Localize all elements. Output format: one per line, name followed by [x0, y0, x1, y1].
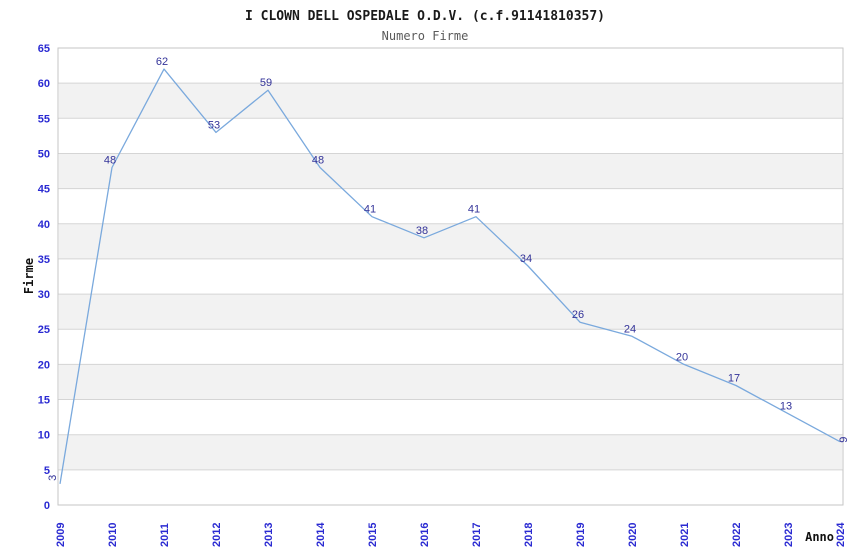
data-point-label: 9 — [838, 437, 850, 443]
data-point-label: 3 — [47, 475, 59, 481]
data-point-label: 24 — [624, 323, 636, 335]
x-tick-label: 2010 — [107, 523, 119, 547]
data-point-label: 20 — [676, 351, 688, 363]
x-tick-label: 2014 — [315, 522, 327, 547]
x-tick-label: 2011 — [159, 523, 171, 547]
data-point-label: 41 — [364, 204, 376, 216]
y-tick-label: 40 — [38, 219, 50, 231]
x-tick-label: 2021 — [679, 523, 691, 547]
series-line — [59, 68, 841, 485]
band — [59, 364, 842, 400]
x-tick-label: 2015 — [367, 523, 379, 547]
y-tick-label: 55 — [38, 113, 50, 125]
x-tick-label: 2013 — [263, 523, 275, 547]
data-point-label: 34 — [520, 253, 532, 265]
plot-area — [57, 47, 844, 506]
y-tick-label: 35 — [38, 254, 50, 266]
gridlines — [58, 82, 843, 471]
band — [59, 153, 842, 189]
y-tick-label: 45 — [38, 184, 50, 196]
chart-title: I CLOWN DELL OSPEDALE O.D.V. (c.f.911418… — [245, 9, 605, 24]
data-point-label: 48 — [104, 155, 116, 167]
y-tick-label: 50 — [38, 148, 50, 160]
y-tick-label: 0 — [44, 500, 50, 512]
y-tick-label: 15 — [38, 395, 50, 407]
band — [59, 83, 842, 119]
y-axis-tick-labels: 0 5 10 15 20 25 30 35 40 45 50 55 60 65 — [38, 43, 50, 512]
x-axis-title: Anno — [805, 530, 834, 544]
x-tick-label: 2023 — [783, 523, 795, 547]
chart-subtitle: Numero Firme — [382, 29, 469, 43]
y-tick-label: 65 — [38, 43, 50, 55]
band — [59, 294, 842, 330]
x-tick-label: 2022 — [731, 523, 743, 547]
x-tick-label: 2016 — [419, 523, 431, 547]
data-point-label: 59 — [260, 77, 272, 89]
x-tick-label: 2024 — [835, 522, 847, 547]
y-tick-label: 10 — [38, 430, 50, 442]
x-tick-label: 2020 — [627, 523, 639, 547]
data-point-label: 38 — [416, 225, 428, 237]
x-tick-label: 2019 — [575, 523, 587, 547]
y-tick-label: 25 — [38, 324, 50, 336]
y-tick-label: 30 — [38, 289, 50, 301]
data-point-label: 41 — [468, 204, 480, 216]
band — [59, 434, 842, 470]
data-point-label: 62 — [156, 56, 168, 68]
x-tick-label: 2012 — [211, 523, 223, 547]
x-tick-label: 2009 — [55, 523, 67, 547]
y-tick-label: 60 — [38, 78, 50, 90]
y-tick-label: 20 — [38, 359, 50, 371]
band — [59, 223, 842, 259]
data-point-label: 53 — [208, 119, 220, 131]
plot-bands — [59, 83, 842, 470]
data-point-labels: 3 48 62 53 59 48 41 38 41 34 26 24 20 17 13 9 — [47, 56, 850, 481]
data-point-label: 17 — [728, 372, 740, 384]
data-point-label: 13 — [780, 401, 792, 413]
x-tick-label: 2017 — [471, 523, 483, 547]
x-tick-label: 2018 — [523, 523, 535, 547]
firme-line — [59, 68, 841, 485]
y-axis-title: Firme — [22, 258, 36, 294]
y-tick-label: 5 — [44, 465, 50, 477]
x-axis-tick-labels: 2009 2010 2011 2012 2013 2014 2015 2016 2017 2018… — [55, 522, 847, 547]
data-point-label: 26 — [572, 309, 584, 321]
data-point-label: 48 — [312, 155, 324, 167]
